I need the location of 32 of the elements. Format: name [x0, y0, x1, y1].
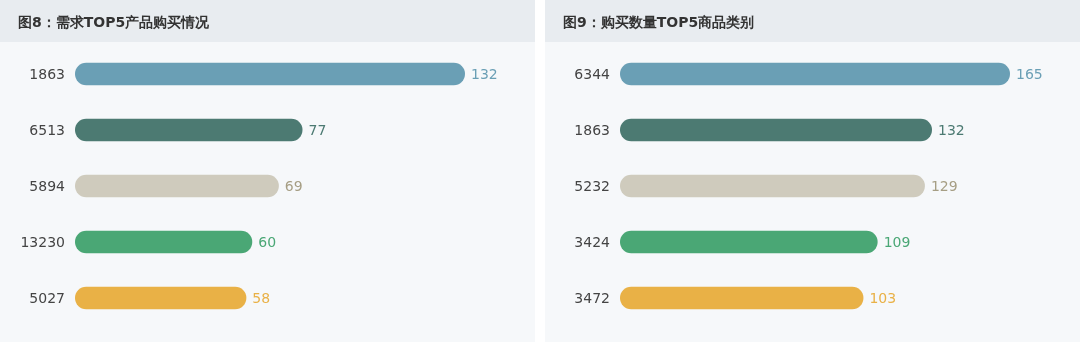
bar — [75, 286, 247, 310]
bar — [620, 286, 864, 310]
y-tick-label: 5894 — [29, 177, 66, 194]
bar — [75, 118, 303, 142]
bar — [75, 62, 465, 86]
bar — [620, 118, 932, 142]
data-label: 165 — [1016, 65, 1043, 82]
y-tick-label: 1863 — [29, 65, 65, 82]
bar — [75, 174, 279, 198]
data-label: 58 — [252, 289, 271, 306]
y-tick-label: 6513 — [29, 121, 65, 138]
data-label: 132 — [471, 65, 498, 82]
bar — [75, 230, 253, 254]
y-tick-label: 3472 — [574, 289, 610, 306]
data-label: 129 — [930, 177, 958, 194]
data-label: 132 — [938, 121, 965, 138]
data-label: 69 — [284, 177, 303, 194]
data-label: 109 — [883, 233, 911, 250]
data-label: 77 — [308, 121, 327, 138]
data-label: 103 — [869, 289, 897, 306]
bar — [620, 174, 925, 198]
y-tick-label: 5232 — [574, 177, 610, 194]
bar — [620, 62, 1010, 86]
bar — [620, 230, 878, 254]
y-tick-label: 6344 — [574, 65, 611, 82]
chart-title: 图8：需求TOP5产品购买情况 — [18, 14, 211, 30]
chart-title: 图9：购买数量TOP5商品类别 — [563, 14, 755, 30]
y-tick-label: 5027 — [29, 289, 65, 306]
y-tick-label: 3424 — [574, 233, 611, 250]
y-tick-label: 13230 — [20, 233, 65, 250]
y-tick-label: 1863 — [574, 121, 610, 138]
data-label: 60 — [258, 233, 277, 250]
